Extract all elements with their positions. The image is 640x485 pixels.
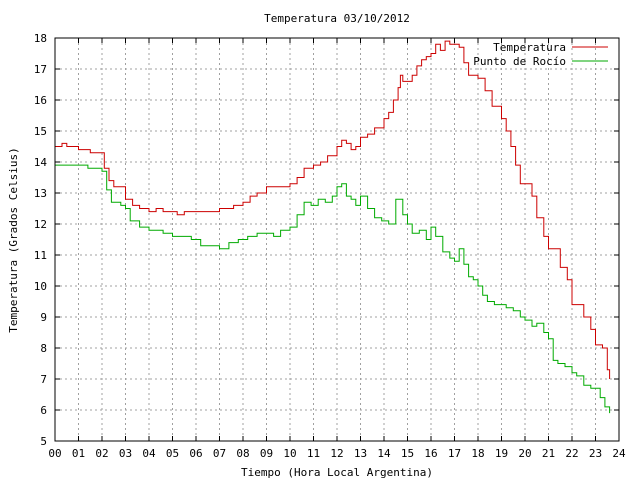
x-tick-label: 10 [283, 447, 296, 460]
y-tick-label: 6 [40, 404, 47, 417]
x-tick-label: 18 [471, 447, 484, 460]
tick-layer: 5 6 7 8 9 10 11 12 13 14 15 16 17 18 00 01 02 03 04 05 06 07 0… [34, 32, 626, 460]
x-tick-label: 08 [236, 447, 249, 460]
y-tick-label: 15 [34, 125, 47, 138]
x-tick-label: 05 [166, 447, 179, 460]
x-tick-label: 13 [354, 447, 367, 460]
x-tick-label: 11 [307, 447, 320, 460]
legend-label: Temperatura [493, 41, 566, 54]
x-tick-label: 19 [495, 447, 508, 460]
x-tick-label: 14 [377, 447, 391, 460]
x-tick-label: 09 [260, 447, 273, 460]
x-tick-label: 01 [72, 447, 85, 460]
x-tick-label: 03 [119, 447, 132, 460]
x-axis-label: Tiempo (Hora Local Argentina) [241, 466, 433, 479]
series-line-temperatura [55, 40, 611, 379]
y-tick-label: 18 [34, 32, 47, 45]
x-tick-label: 20 [518, 447, 531, 460]
y-tick-label: 14 [34, 156, 48, 169]
x-tick-label: 15 [401, 447, 414, 460]
series-layer [55, 40, 611, 414]
y-tick-label: 11 [34, 249, 47, 262]
x-tick-label: 16 [424, 447, 437, 460]
series-line-punto-de-rocio [55, 164, 611, 414]
x-tick-label: 23 [589, 447, 602, 460]
x-tick-label: 17 [448, 447, 461, 460]
x-tick-label: 07 [213, 447, 226, 460]
chart-title: Temperatura 03/10/2012 [264, 12, 410, 25]
y-tick-label: 16 [34, 94, 47, 107]
x-tick-label: 21 [542, 447, 555, 460]
y-tick-label: 13 [34, 187, 47, 200]
x-tick-label: 12 [330, 447, 343, 460]
y-tick-label: 10 [34, 280, 47, 293]
x-tick-label: 24 [612, 447, 626, 460]
y-tick-label: 7 [40, 373, 47, 386]
y-tick-label: 5 [40, 435, 47, 448]
y-tick-label: 12 [34, 218, 47, 231]
y-tick-label: 17 [34, 63, 47, 76]
grid-layer [55, 38, 619, 441]
legend-label: Punto de Rocío [473, 55, 566, 68]
x-tick-label: 02 [95, 447, 108, 460]
y-tick-label: 8 [40, 342, 47, 355]
y-tick-label: 9 [40, 311, 47, 324]
y-axis-label: Temperatura (Grados Celsius) [7, 147, 20, 332]
x-tick-label: 00 [48, 447, 61, 460]
x-tick-label: 06 [189, 447, 202, 460]
x-tick-label: 22 [565, 447, 578, 460]
x-tick-label: 04 [142, 447, 156, 460]
